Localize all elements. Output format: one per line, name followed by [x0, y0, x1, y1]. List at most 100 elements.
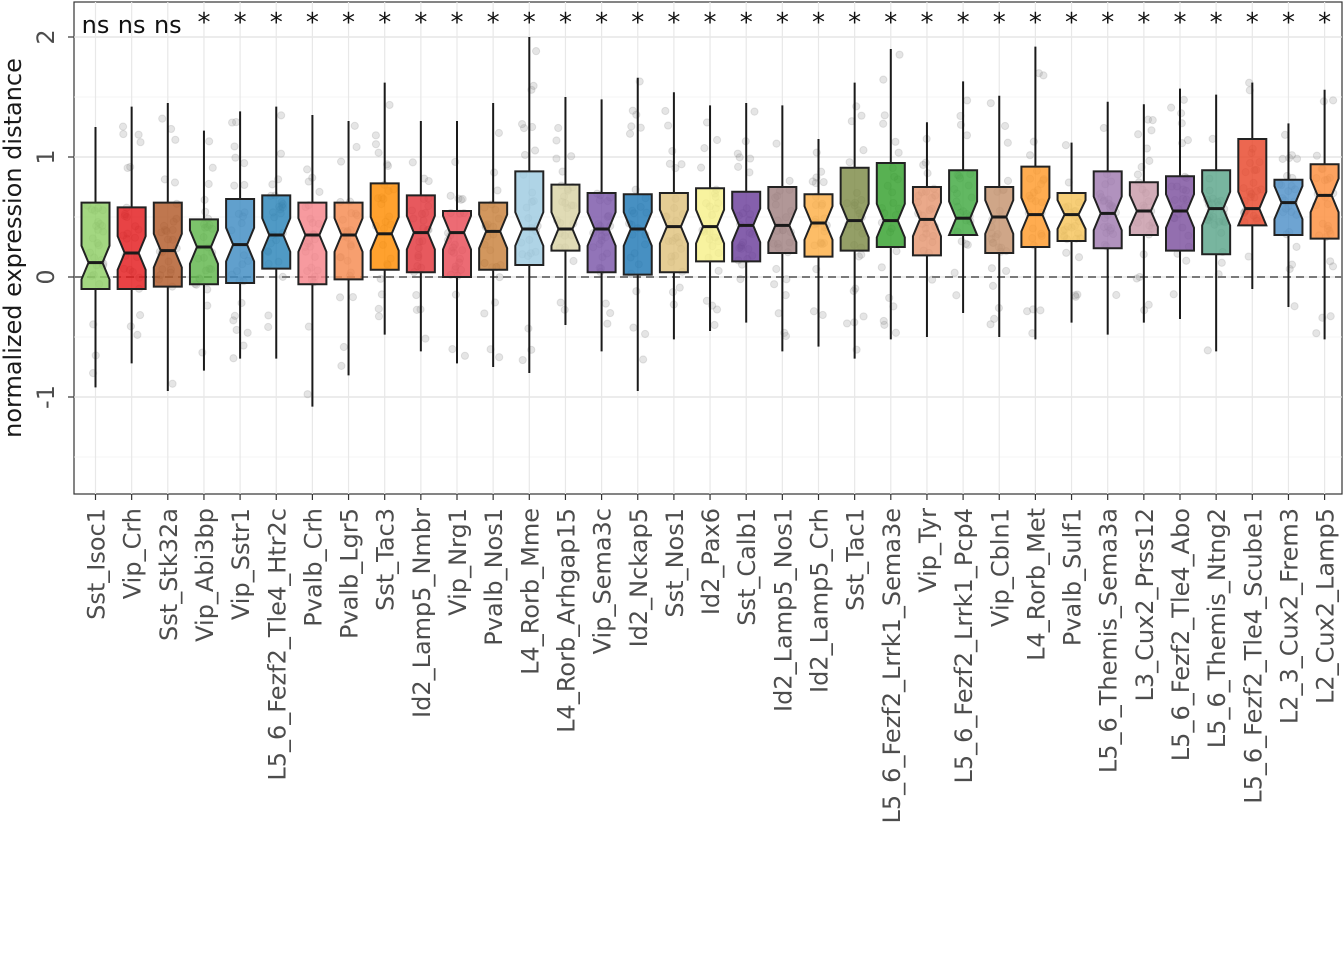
jitter-point: [986, 320, 995, 329]
jitter-point: [1278, 154, 1287, 164]
x-tick-label: Sst_Tac1: [842, 508, 870, 611]
x-tick-label: Id2_Nckap5: [625, 508, 653, 647]
jitter-point: [339, 342, 348, 352]
jitter-point: [204, 179, 213, 189]
box-L4_Rorb_Arhgap15: [550, 183, 581, 252]
jitter-point: [1003, 176, 1013, 185]
jitter-point: [772, 264, 781, 274]
jitter-point: [1003, 138, 1012, 147]
jitter-point: [641, 329, 650, 339]
x-tick-label: Vip_Nrg1: [444, 508, 472, 616]
x-tick-label: L4_Rorb_Mme: [516, 508, 544, 675]
jitter-point: [1147, 126, 1156, 135]
jitter-point: [877, 263, 886, 272]
significance-label: *: [234, 8, 247, 38]
significance-label: *: [704, 8, 717, 38]
jitter-point: [894, 148, 903, 157]
x-tick-label: Id2_Lamp5_Crh: [806, 508, 834, 693]
significance-label: ns: [154, 11, 182, 39]
jitter-point: [134, 130, 143, 139]
jitter-point: [335, 293, 345, 302]
jitter-point: [1203, 346, 1212, 355]
jitter-point: [408, 158, 417, 167]
x-tick-label: Vip_Sstr1: [227, 508, 255, 620]
jitter-point: [531, 47, 541, 56]
jitter-point: [1099, 123, 1108, 133]
jitter-point: [661, 106, 670, 116]
jitter-point: [770, 280, 779, 289]
jitter-point: [171, 135, 180, 144]
jitter-point: [243, 328, 252, 337]
jitter-point: [1287, 260, 1297, 269]
jitter-point: [371, 131, 380, 140]
x-tick-label: L5_6_Fezf2_Lrrk1_Sema3e: [878, 508, 906, 823]
jitter-point: [1244, 252, 1253, 261]
x-tick-label: L5_6_Fezf2_Lrrk1_Pcp4: [950, 508, 978, 784]
jitter-point: [304, 322, 313, 331]
jitter-point: [625, 129, 635, 138]
jitter-point: [278, 272, 287, 281]
jitter-point: [424, 176, 433, 186]
jitter-point: [845, 158, 854, 167]
jitter-point: [529, 81, 538, 90]
jitter-point: [809, 307, 819, 316]
jitter-point: [1112, 290, 1121, 300]
jitter-point: [746, 154, 755, 163]
box-Vip_Nrg1: [442, 210, 472, 278]
jitter-point: [315, 187, 324, 196]
jitter-point: [237, 298, 246, 308]
x-tick-label: Sst_Isoc1: [83, 508, 111, 620]
jitter-point: [268, 180, 277, 189]
jitter-point: [208, 163, 217, 172]
jitter-point: [1292, 154, 1302, 163]
box-Sst_Stk32a: [152, 201, 183, 288]
jitter-point: [336, 157, 346, 166]
box-Pvalb_Crh: [297, 201, 328, 286]
jitter-point: [374, 148, 383, 157]
significance-label: *: [378, 8, 391, 38]
x-tick-label: Vip_Cbln1: [986, 508, 1014, 627]
box-Sst_Isoc1: [80, 201, 111, 290]
y-axis: -1 0 1 2: [32, 29, 74, 409]
significance-label: *: [1282, 8, 1295, 38]
x-tick-label: Id2_Lamp5_Nos1: [769, 508, 797, 712]
jitter-point: [136, 138, 145, 147]
significance-label: *: [776, 8, 789, 38]
jitter-point: [1133, 170, 1143, 179]
jitter-point: [230, 142, 239, 151]
significance-label: *: [451, 8, 464, 38]
jitter-point: [895, 50, 904, 59]
jitter-point: [675, 283, 684, 292]
jitter-point: [1217, 258, 1226, 267]
significance-label: *: [306, 8, 319, 38]
jitter-point: [986, 99, 995, 108]
significance-label: *: [812, 8, 825, 38]
jitter-point: [842, 319, 852, 328]
jitter-point: [133, 330, 142, 339]
jitter-point: [421, 334, 430, 343]
significance-labels: ns ns ns * * * * * * * * * * * * * * * * * * * * * * * * * * * * * * * *: [82, 8, 1331, 39]
x-tick-label: Sst_Nos1: [661, 508, 689, 618]
significance-label: *: [270, 8, 283, 38]
jitter-point: [350, 121, 359, 130]
jitter-point: [231, 153, 240, 162]
jitter-point: [879, 119, 888, 128]
jitter-point: [170, 178, 180, 187]
significance-label: *: [1174, 8, 1187, 38]
jitter-point: [556, 298, 565, 307]
jitter-point: [493, 186, 502, 195]
jitter-point: [519, 124, 529, 133]
jitter-point: [460, 351, 470, 360]
jitter-point: [458, 194, 467, 204]
jitter-point: [240, 180, 249, 190]
significance-label: *: [1318, 8, 1331, 38]
x-tick-label: L3_Cux2_Prss12: [1131, 508, 1159, 702]
jitter-point: [962, 131, 972, 140]
box-Pvalb_Nos1: [478, 201, 509, 271]
x-tick-label: L5_6_Themis_Ntng2: [1203, 508, 1231, 748]
box-Id2_Pax6: [695, 187, 726, 263]
significance-label: *: [595, 8, 608, 38]
jitter-point: [1328, 262, 1338, 271]
box-Id2_Lamp5_Nos1: [767, 186, 798, 254]
y-axis-label: normalized expression distance: [0, 58, 27, 438]
